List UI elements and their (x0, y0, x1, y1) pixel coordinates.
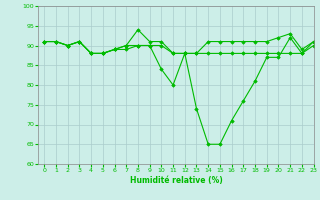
X-axis label: Humidité relative (%): Humidité relative (%) (130, 176, 222, 185)
